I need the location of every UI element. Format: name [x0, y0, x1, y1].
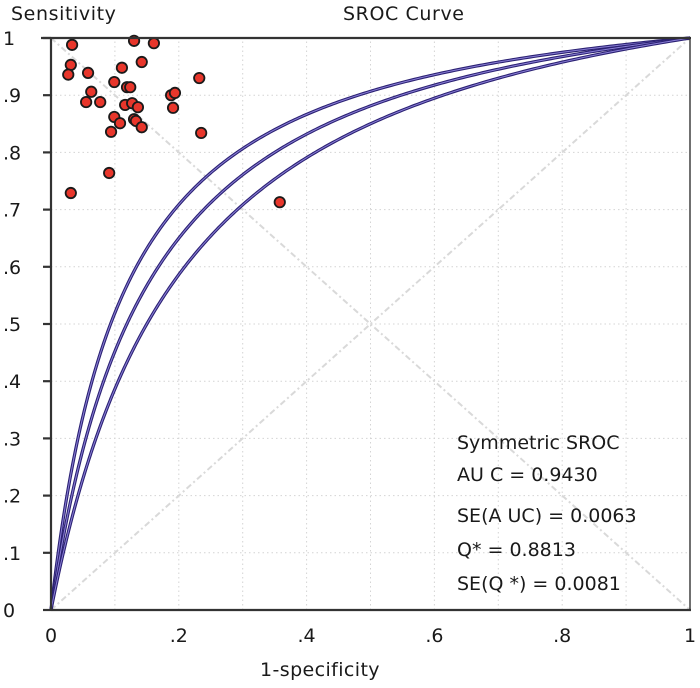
stats-auc: AU C = 0.9430 — [457, 464, 598, 486]
x-tick-label: .6 — [425, 625, 443, 647]
study-point — [166, 101, 180, 114]
x-tick-label: .8 — [553, 625, 571, 647]
study-point — [115, 61, 129, 74]
stats-annotation: Symmetric SROC AU C = 0.9430 SE(A UC) = … — [457, 432, 637, 595]
y-tick-label: .9 — [3, 85, 21, 107]
study-points — [62, 34, 286, 209]
study-point — [81, 66, 95, 79]
x-axis-title: 1-specificity — [260, 659, 380, 681]
study-point — [64, 58, 77, 71]
sroc-curve-highlight-2 — [50, 37, 691, 611]
x-tick-label: .2 — [170, 625, 188, 647]
y-tick-label: .6 — [3, 257, 21, 279]
y-tick-label: .1 — [3, 543, 21, 565]
y-tick-label: .8 — [3, 142, 21, 164]
study-point — [62, 68, 75, 81]
study-point — [104, 125, 118, 138]
sroc-curves — [49, 36, 691, 611]
y-tick-label: .2 — [3, 486, 21, 508]
gridlines — [51, 38, 690, 610]
study-point — [135, 121, 148, 134]
stats-se-q-star: SE(Q *) = 0.0081 — [457, 573, 621, 595]
study-point — [64, 186, 77, 200]
y-axis-title: Sensitivity — [11, 3, 117, 25]
y-tick-label: .7 — [3, 200, 21, 222]
x-tick-label: 0 — [45, 625, 57, 647]
study-point — [108, 75, 121, 89]
study-point — [94, 95, 107, 109]
q-star-diagonal — [50, 37, 691, 611]
study-point — [147, 37, 160, 50]
sroc-curve-highlight-1 — [50, 37, 691, 611]
study-point — [85, 85, 98, 98]
study-point — [65, 38, 79, 51]
sroc-curve-highlight-0 — [50, 37, 691, 610]
study-point — [103, 166, 116, 180]
study-point — [80, 95, 93, 109]
x-tick-label: 1 — [684, 625, 696, 647]
y-tick-label: .4 — [3, 371, 21, 393]
x-tick-label: .4 — [298, 625, 316, 647]
y-tick-label: 1 — [3, 28, 15, 50]
y-tick-label: .5 — [3, 314, 21, 336]
study-point — [124, 81, 137, 94]
y-tick-label: 0 — [3, 600, 15, 622]
study-point — [195, 126, 208, 140]
study-point — [193, 71, 206, 85]
y-tick-labels: 0 .1 .2 .3 .4 .5 .6 .7 .8 .9 1 — [3, 28, 21, 622]
study-point — [273, 196, 286, 209]
chart-title: SROC Curve — [343, 3, 465, 25]
study-point — [135, 55, 148, 69]
reference-diagonals — [50, 37, 691, 611]
study-point — [168, 86, 182, 100]
stats-q-star: Q* = 0.8813 — [457, 539, 576, 561]
stats-heading: Symmetric SROC — [457, 432, 620, 454]
axes — [41, 36, 691, 612]
x-tick-labels: 0 .2 .4 .6 .8 1 — [45, 625, 696, 647]
study-point — [113, 117, 127, 130]
study-point — [131, 101, 145, 114]
stats-se-auc: SE(A UC) = 0.0063 — [457, 505, 637, 527]
chance-diagonal — [50, 37, 691, 611]
y-tick-label: .3 — [3, 428, 21, 450]
